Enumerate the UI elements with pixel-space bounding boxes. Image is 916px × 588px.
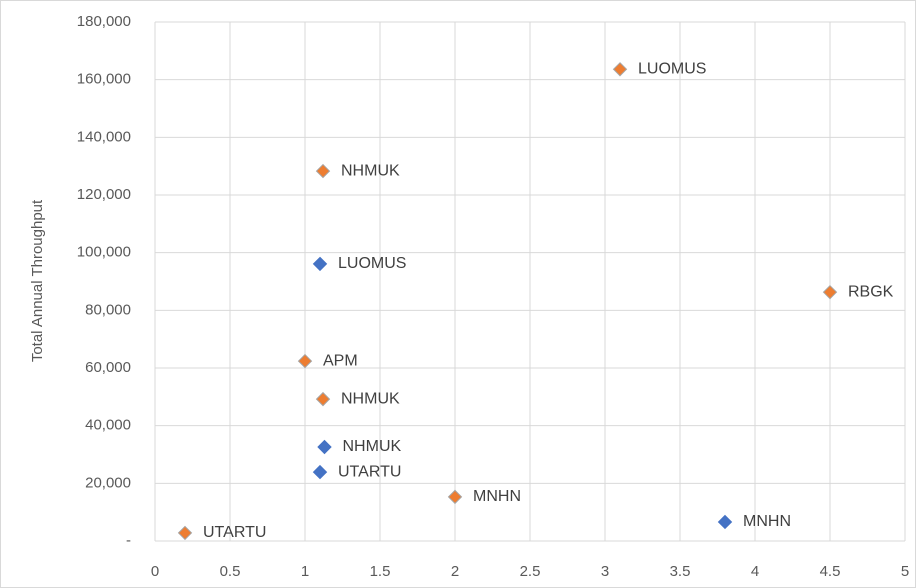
y-tick-label: 100,000 (77, 244, 131, 261)
point (612, 62, 628, 77)
x-tick-label: 4 (751, 563, 759, 580)
x-tick-label: 2 (451, 563, 459, 580)
y-tick-label: 120,000 (77, 186, 131, 203)
y-tick-label: 80,000 (85, 301, 131, 318)
point-label: LUOMUS (338, 255, 406, 272)
point-label: MNHN (473, 488, 521, 505)
point-label: UTARTU (203, 524, 266, 541)
point-label: APM (323, 352, 358, 369)
x-tick-label: 1.5 (370, 563, 391, 580)
point-label: NHMUK (341, 390, 400, 407)
point-label: LUOMUS (638, 61, 706, 78)
point (315, 391, 331, 407)
x-tick-label: 3 (601, 563, 609, 580)
y-tick-label: 160,000 (77, 71, 131, 88)
x-tick-label: 3.5 (670, 563, 691, 580)
point-label: NHMUK (341, 162, 400, 179)
point (447, 489, 463, 505)
y-tick-label: 60,000 (85, 359, 131, 376)
point-label: UTARTU (338, 463, 401, 480)
x-tick-label: 4.5 (820, 563, 841, 580)
point (315, 163, 331, 179)
point (297, 353, 313, 369)
point (312, 256, 328, 272)
point (312, 464, 328, 480)
y-tick-label: 180,000 (77, 13, 131, 30)
point-label: NHMUK (343, 438, 402, 455)
x-tick-label: 2.5 (520, 563, 541, 580)
point-label: RBGK (848, 283, 894, 300)
y-axis-title: Total Annual Throughput (29, 199, 46, 362)
point-label: MNHN (743, 513, 791, 530)
x-tick-label: 1 (301, 563, 309, 580)
x-tick-label: 0 (151, 563, 159, 580)
x-tick-label: 5 (901, 563, 909, 580)
point (317, 439, 332, 455)
x-tick-label: 0.5 (220, 563, 241, 580)
y-tick-label: - (126, 532, 131, 549)
point (717, 514, 733, 530)
point (177, 525, 193, 541)
point (822, 284, 838, 300)
y-tick-label: 20,000 (85, 474, 131, 491)
y-tick-label: 140,000 (77, 128, 131, 145)
y-tick-label: 40,000 (85, 417, 131, 434)
